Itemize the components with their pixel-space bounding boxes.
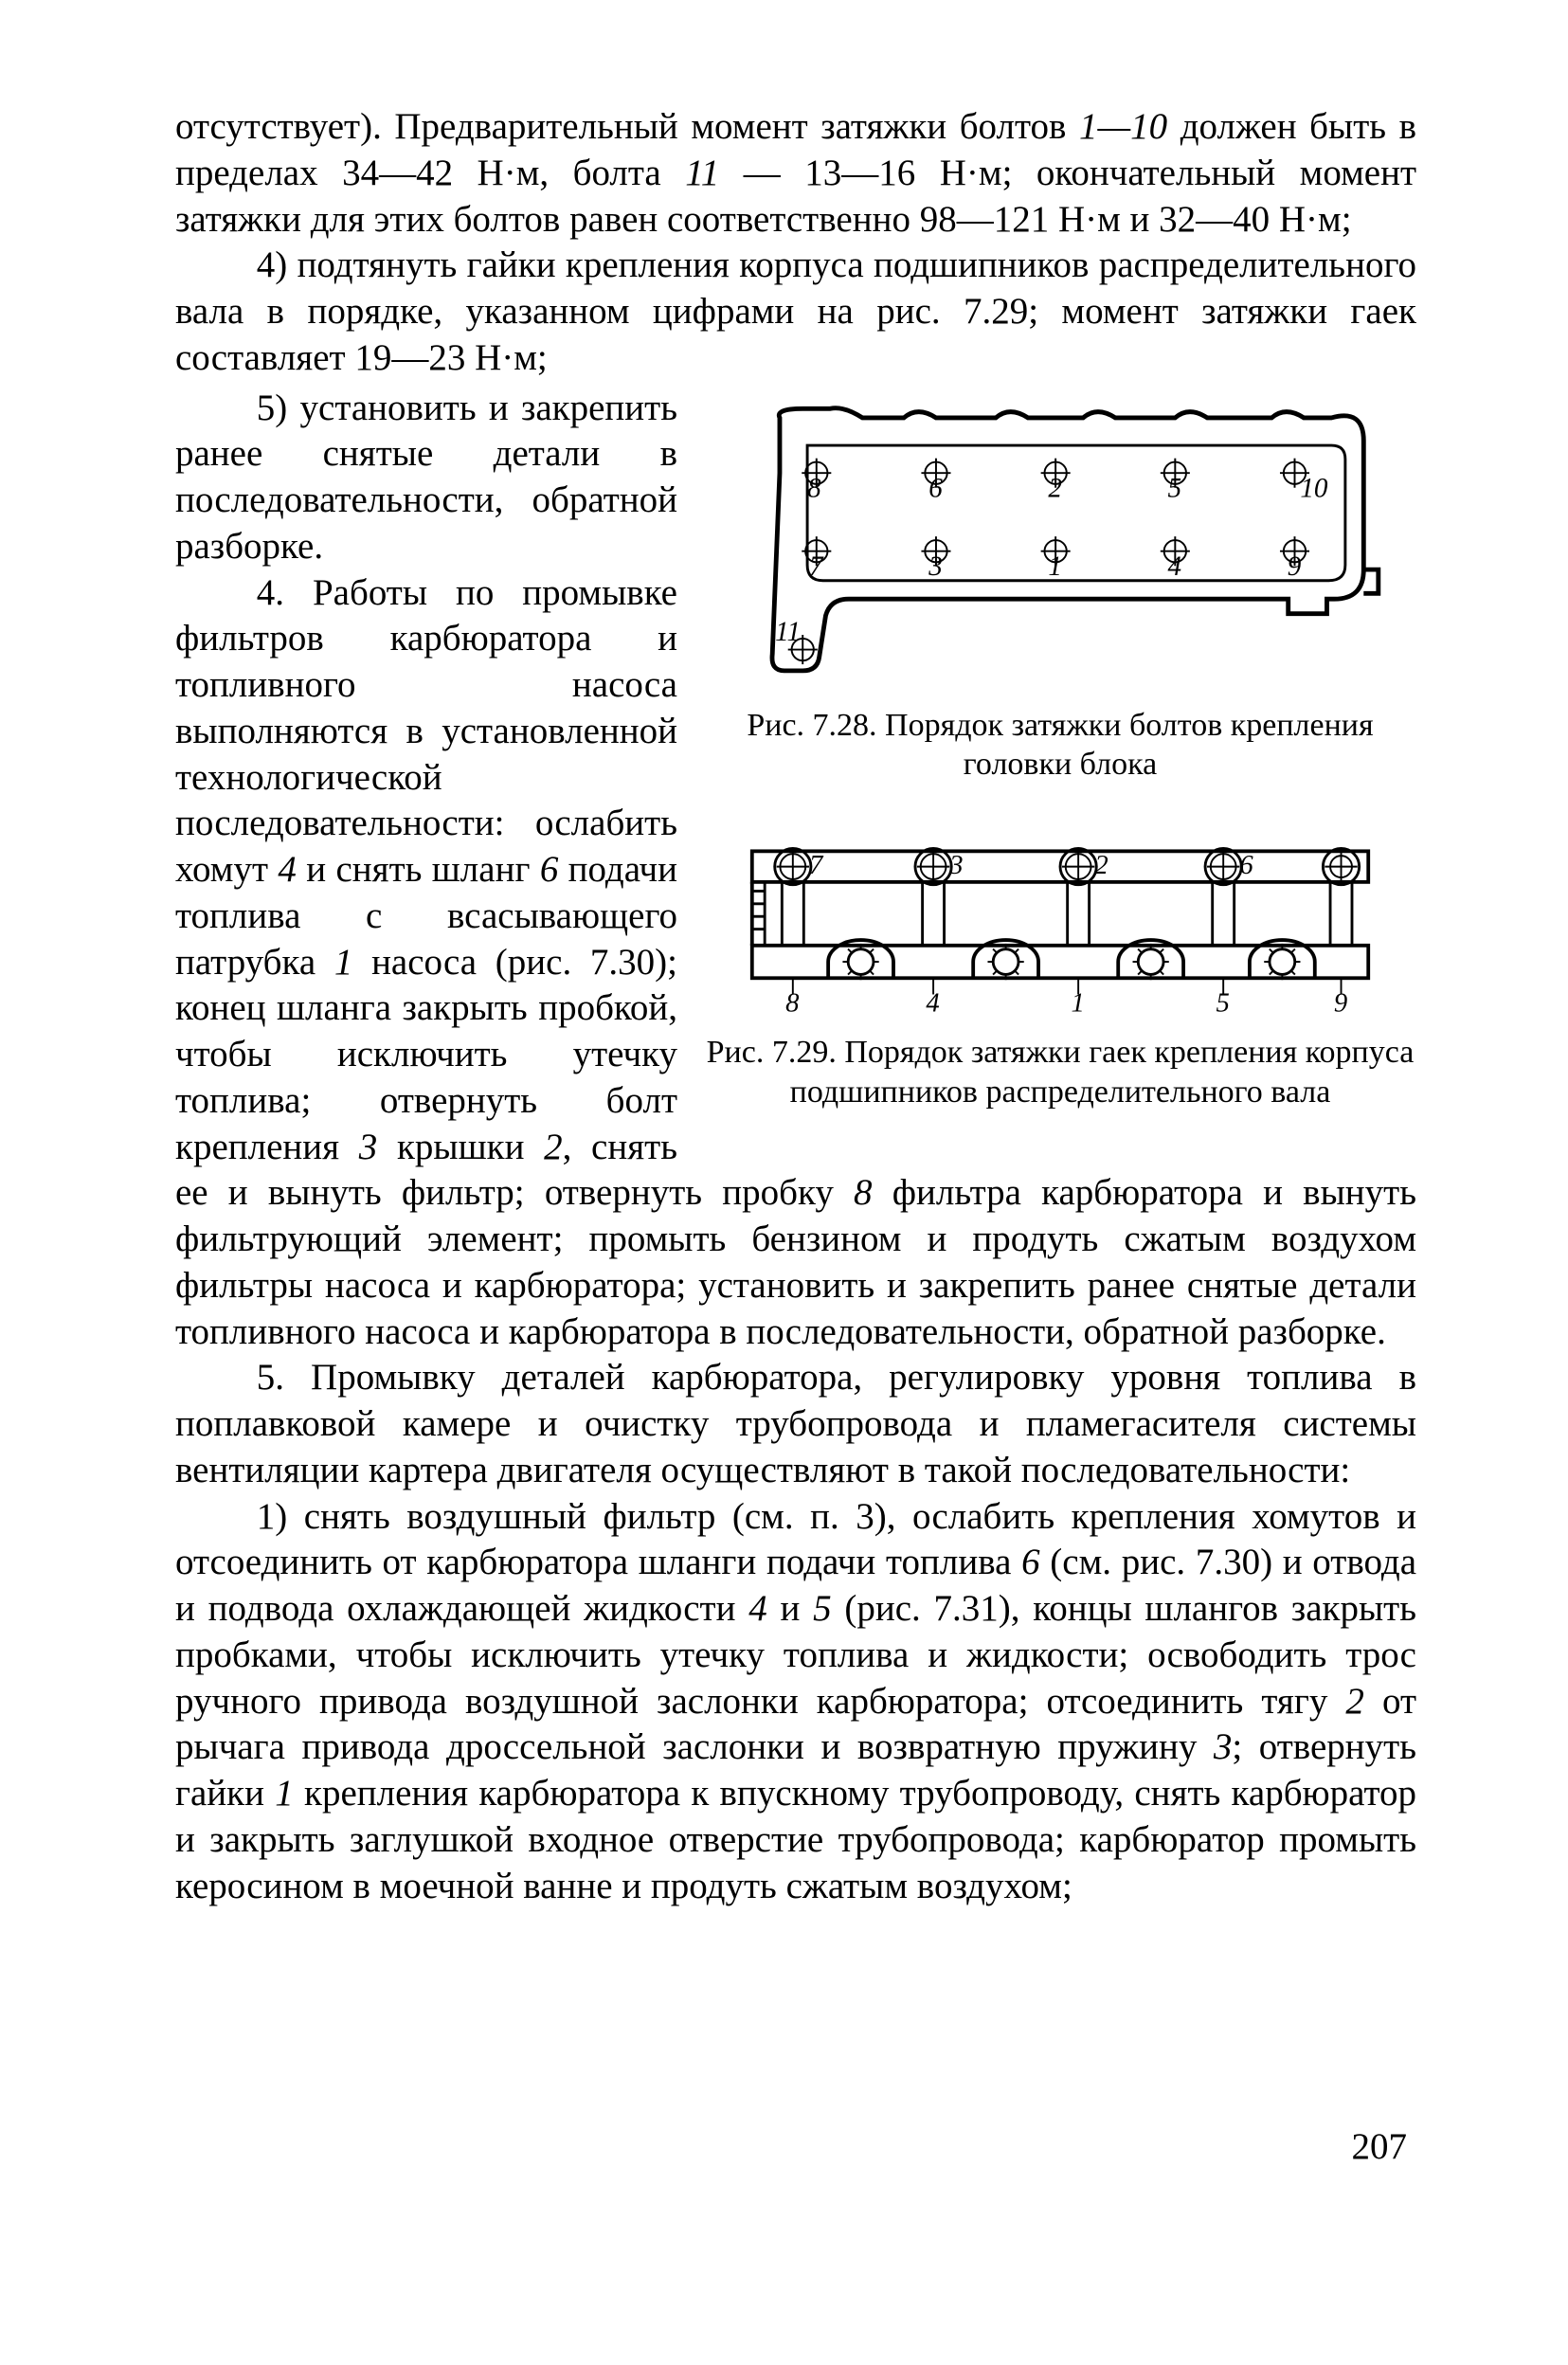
figure-7-29: 732684159 Рис. 7.29. Порядок затяжки гае… <box>704 817 1416 1111</box>
text: 4. Работы по промывке фильтров карбюрато… <box>175 572 677 891</box>
ref-italic: 4 <box>748 1588 767 1629</box>
text: 5) установить и закрепить ранее снятые д… <box>175 388 677 567</box>
svg-text:6: 6 <box>928 473 943 503</box>
text: и снять шланг <box>297 849 540 890</box>
svg-text:4: 4 <box>1168 551 1182 581</box>
paragraph-6: 1) снять воздушный фильтр (см. п. 3), ос… <box>175 1494 1416 1910</box>
ref-italic: 6 <box>1021 1542 1040 1582</box>
svg-text:5: 5 <box>1168 473 1182 503</box>
svg-text:8: 8 <box>807 473 821 503</box>
paragraph-2: 4) подтянуть гайки крепления корпуса под… <box>175 243 1416 381</box>
figure-7-28-caption: Рис. 7.28. Порядок затяжки болтов крепле… <box>704 706 1416 785</box>
page: отсутствует). Предварительный момент зат… <box>0 0 1568 2365</box>
svg-text:9: 9 <box>1288 551 1302 581</box>
ref-italic: 1 <box>334 942 353 983</box>
figure-7-29-caption: Рис. 7.29. Порядок затяжки гаек креплени… <box>704 1033 1416 1111</box>
figure-7-28: 8 6 2 5 10 7 3 1 4 9 11 Рис. 7.28. Порядок затяжки… <box>704 386 1416 785</box>
text: 4) подтянуть гайки крепления корпуса под… <box>175 244 1416 378</box>
svg-text:7: 7 <box>809 551 824 581</box>
figure-7-28-svg: 8 6 2 5 10 7 3 1 4 9 11 <box>710 386 1411 698</box>
svg-text:1: 1 <box>1048 551 1062 581</box>
ref-italic: 8 <box>854 1172 873 1213</box>
text: крепления карбюратора к впускному трубоп… <box>175 1773 1416 1906</box>
paragraph-5: 5. Промывку деталей карбюратора, регулир… <box>175 1355 1416 1493</box>
ref-italic: 4 <box>278 849 297 890</box>
page-number: 207 <box>1352 2124 1408 2171</box>
figure-7-29-svg: 732684159 <box>710 817 1411 1025</box>
ref-italic: 1 <box>275 1773 294 1814</box>
svg-text:3: 3 <box>928 551 943 581</box>
ref-italic: 2 <box>1345 1681 1364 1722</box>
svg-text:11: 11 <box>775 616 801 646</box>
wrap-block: 8 6 2 5 10 7 3 1 4 9 11 Рис. 7.28. Порядок затяжки… <box>175 386 1416 1356</box>
ref-italic: 2 <box>544 1127 563 1167</box>
paragraph-1: отсутствует). Предварительный момент зат… <box>175 104 1416 243</box>
svg-text:2: 2 <box>1048 473 1062 503</box>
ref-italic: 11 <box>685 153 719 193</box>
ref-italic: 6 <box>540 849 559 890</box>
text: 5. Промывку деталей карбюратора, регулир… <box>175 1357 1416 1490</box>
text: и <box>767 1588 813 1629</box>
svg-text:10: 10 <box>1300 473 1328 503</box>
figures-column: 8 6 2 5 10 7 3 1 4 9 11 Рис. 7.28. Порядок затяжки… <box>704 386 1416 1139</box>
ref-italic: 1—10 <box>1079 106 1167 147</box>
ref-italic: 5 <box>813 1588 832 1629</box>
ref-italic: 3 <box>359 1127 378 1167</box>
ref-italic: 3 <box>1214 1726 1233 1767</box>
text: крышки <box>377 1127 544 1167</box>
text: отсутствует). Предварительный момент зат… <box>175 106 1079 147</box>
